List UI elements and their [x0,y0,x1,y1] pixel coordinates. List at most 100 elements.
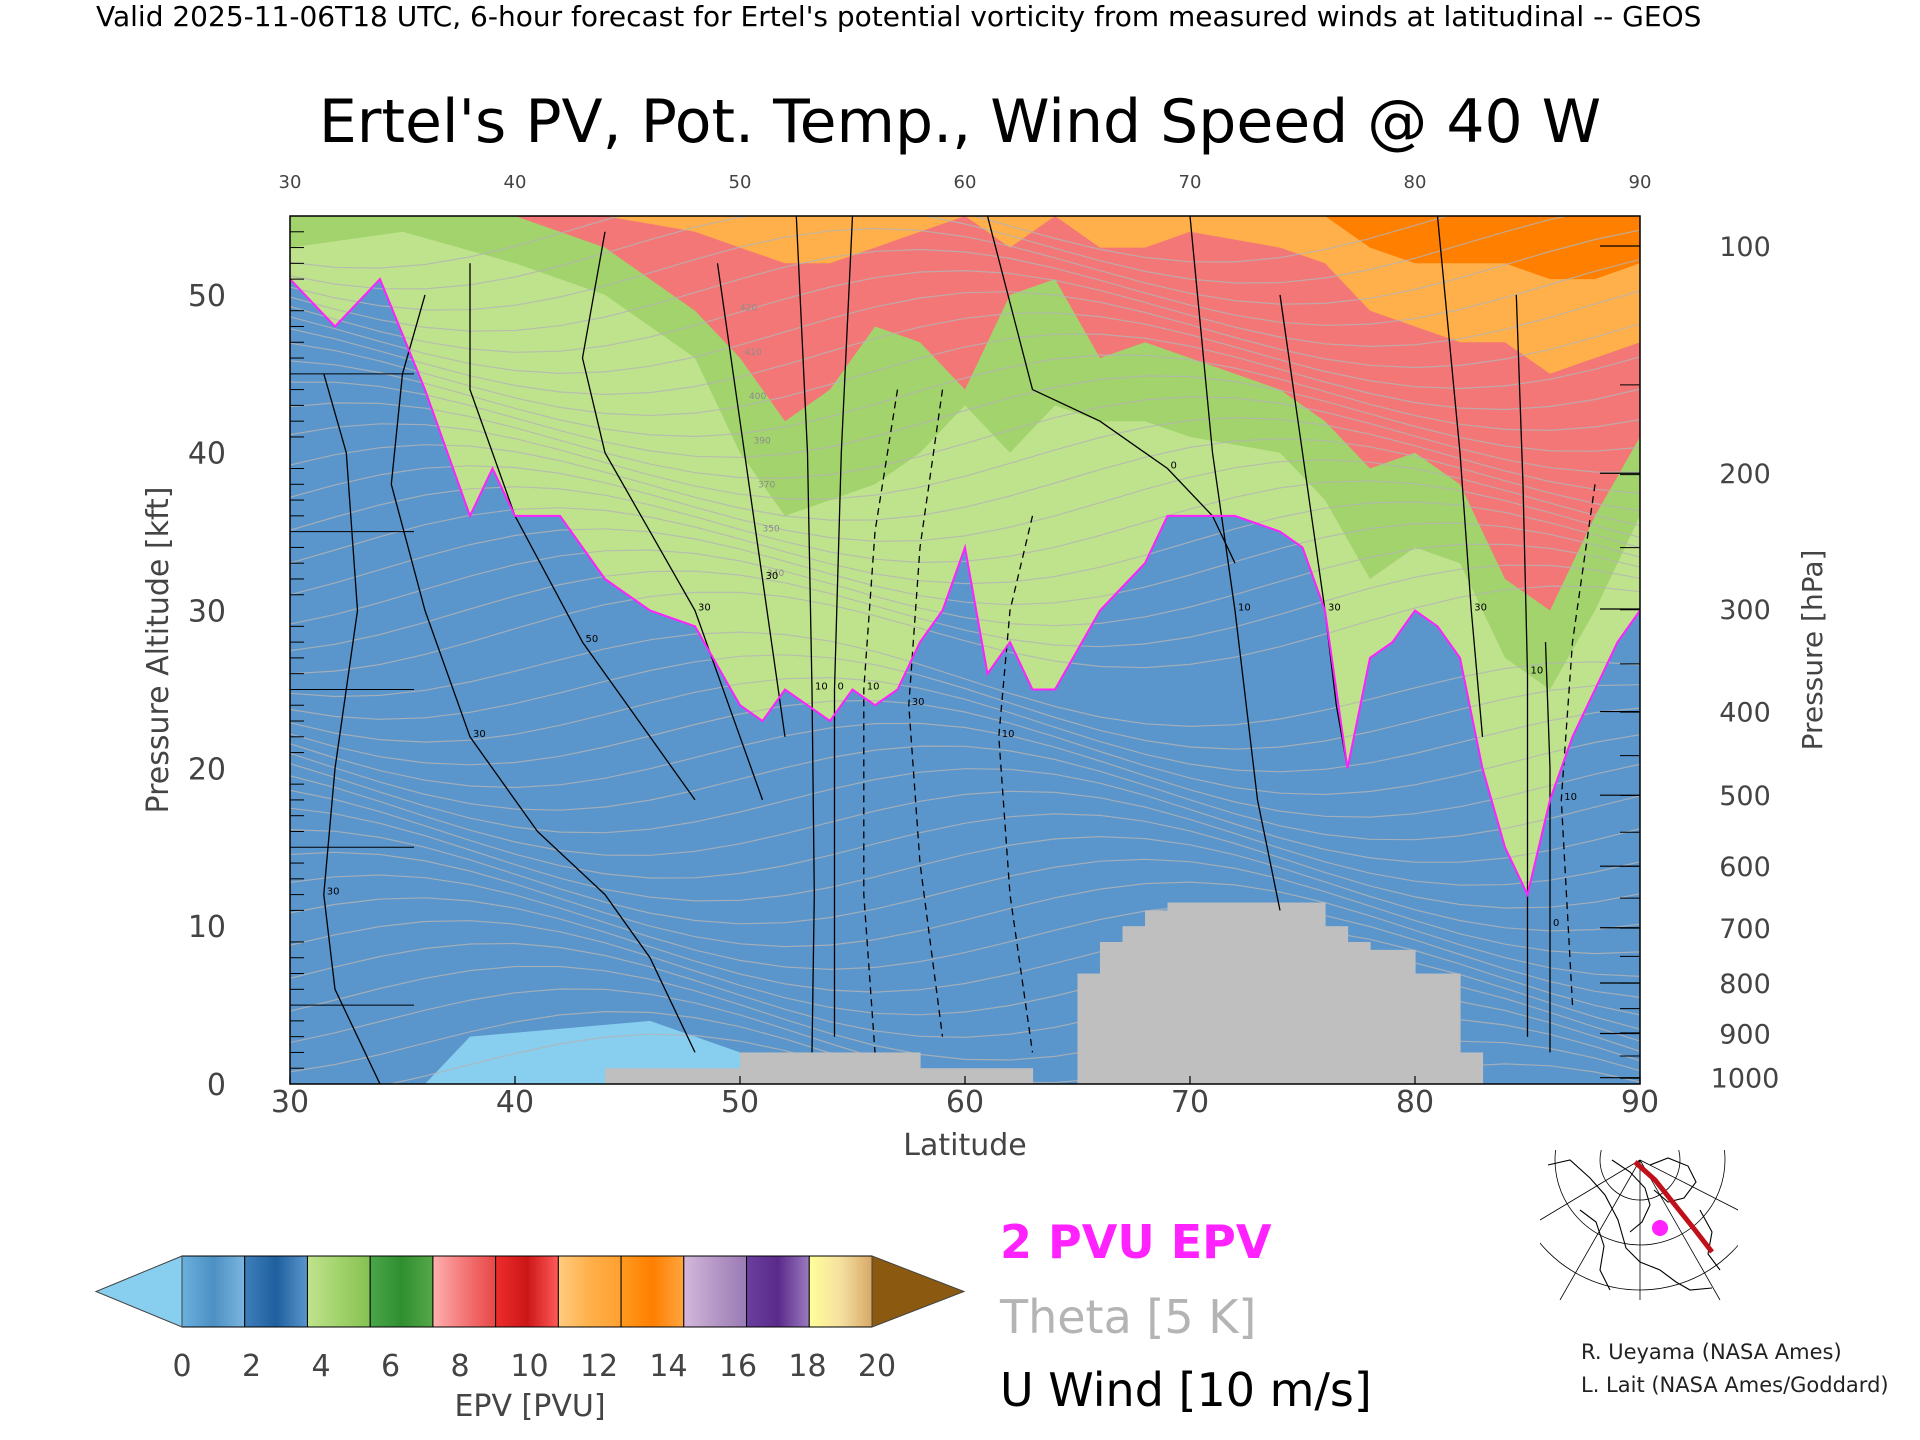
inset-map-meridian [1639,1159,1738,1211]
theta-contours: 420 410 400 390 370 350 340 [290,216,1640,1084]
theta-contour-line [290,501,1640,585]
inset-map-meridian [1559,1159,1641,1300]
terrain-block [1122,926,1146,1084]
chart-title: Ertel's PV, Pot. Temp., Wind Speed @ 40 … [319,87,1601,157]
y-axis-label: Pressure Altitude [kft] [141,487,176,814]
theta-contour-line [290,745,1640,841]
theta-contour-line [290,763,1640,863]
theta-contour-label: 390 [754,436,771,446]
x-top-tick-label: 40 [504,172,527,193]
u-wind-contour-label: 10 [1564,792,1577,803]
u-wind-contour-line [1189,216,1281,911]
colorbar-label: EPV [PVU] [454,1389,605,1424]
u-wind-contour-line [469,263,696,801]
terrain-block [1347,941,1371,1084]
colorbar-tick-label: 14 [649,1349,687,1384]
x-top-tick-label: 80 [1404,172,1427,193]
pressure-tick-label: 700 [1719,914,1771,945]
colorbar-segment [306,1255,371,1328]
y-tick-label: 20 [188,752,226,787]
terrain-block [1100,941,1124,1084]
colorbar-over-arrow [871,1255,966,1328]
y-tick-label: 40 [188,437,226,472]
theta-contour-line [290,775,1640,886]
u-wind-contour-label: 30 [698,603,711,614]
u-wind-contours: 30 30 50 30 30 10 0 10 30 10 0 10 30 30 10 10 0 [323,216,1596,1084]
u-wind-contour-label: 30 [473,729,486,740]
pressure-tick-label: 500 [1719,781,1771,812]
epv-band-12-pvu [290,216,1640,374]
x-top-tick-label: 60 [954,172,977,193]
theta-contour-line [290,227,1640,311]
theta-contour-line [290,333,1640,417]
theta-contour-line [290,829,1640,955]
inset-map-meridian [1540,1159,1641,1221]
colorbar-segment [746,1255,810,1328]
theta-contour-line [290,874,1640,998]
credit-line-2: L. Lait (NASA Ames/Goddard) [1581,1373,1889,1397]
colorbar-tick-label: 12 [580,1349,618,1384]
x-tick-label: 80 [1396,1085,1434,1120]
theta-contour-line [290,396,1640,479]
terrain-block [1167,902,1326,1084]
u-wind-contour-line [795,216,815,1053]
colorbar-segment [808,1255,873,1328]
x-axis-bottom: 30 40 50 60 70 80 90 [271,1076,1659,1120]
x-top-tick-label: 90 [1629,172,1652,193]
theta-contour-line [290,699,1640,796]
y-tick-label: 30 [188,595,226,630]
u-wind-contour-line [1560,484,1596,1006]
u-wind-contour-line [1544,642,1551,1053]
colorbar [94,1255,966,1328]
pressure-tick-label: 1000 [1711,1064,1780,1095]
colorbar-tick-label: 2 [242,1349,261,1384]
legend-u-wind: U Wind [10 m/s] [1000,1363,1372,1417]
colorbar-segment [557,1255,622,1328]
theta-contour-line [290,438,1640,521]
theta-contour-line [290,375,1640,459]
theta-contour-label: 370 [758,480,775,490]
u-wind-contour-line [1436,216,1484,737]
u-wind-contour-line [908,389,944,1037]
y-tick-label: 10 [188,910,226,945]
theta-contour-line [290,654,1640,750]
theta-contour-line [290,216,1449,269]
legend-epv-2pvu: 2 PVU EPV [1000,1215,1272,1269]
legend-theta: Theta [5 K] [999,1290,1256,1344]
theta-contour-line [290,807,1640,932]
epv-band-9-pvu [290,216,1640,611]
theta-contour-line [290,248,1640,332]
theta-contour-line [290,789,1640,909]
epv-band-15-pvu [290,216,1640,280]
x-tick-label: 40 [496,1085,534,1120]
colorbar-segment [620,1255,685,1328]
y-tick-label: 0 [207,1068,226,1103]
x-tick-label: 60 [946,1085,984,1120]
u-wind-contour-line [1515,294,1529,1037]
theta-contour-line [290,851,1640,977]
u-wind-contour-line [986,216,1236,564]
theta-contour-line [290,480,1640,564]
x-tick-label: 50 [721,1085,759,1120]
pressure-tick-label: 600 [1719,852,1771,883]
theta-contour-line [290,291,1640,375]
colorbar-segment [495,1255,559,1328]
theta-contour-label: 340 [767,569,784,579]
x-axis-label: Latitude [903,1128,1026,1163]
colorbar-segment [181,1255,246,1328]
terrain-block [1370,949,1416,1084]
pressure-tick-label: 300 [1719,595,1771,626]
colorbar-tick-label: 20 [858,1349,896,1384]
inset-locator-map [1540,1150,1738,1300]
colorbar-segment [432,1255,497,1328]
u-wind-contour-label: 30 [1474,603,1487,614]
u-wind-contour-label: 30 [327,887,340,898]
terrain-block [605,1068,741,1084]
x-axis-top: 30 40 50 60 70 80 90 [279,172,1652,193]
x-top-tick-label: 30 [279,172,302,193]
y-tick-label: 50 [188,279,226,314]
y-axis-right-pressure: 100 200 300 400 500 600 700 800 900 1000 [1600,232,1779,1095]
terrain-block [1145,910,1169,1084]
theta-contour-label: 420 [740,304,757,314]
